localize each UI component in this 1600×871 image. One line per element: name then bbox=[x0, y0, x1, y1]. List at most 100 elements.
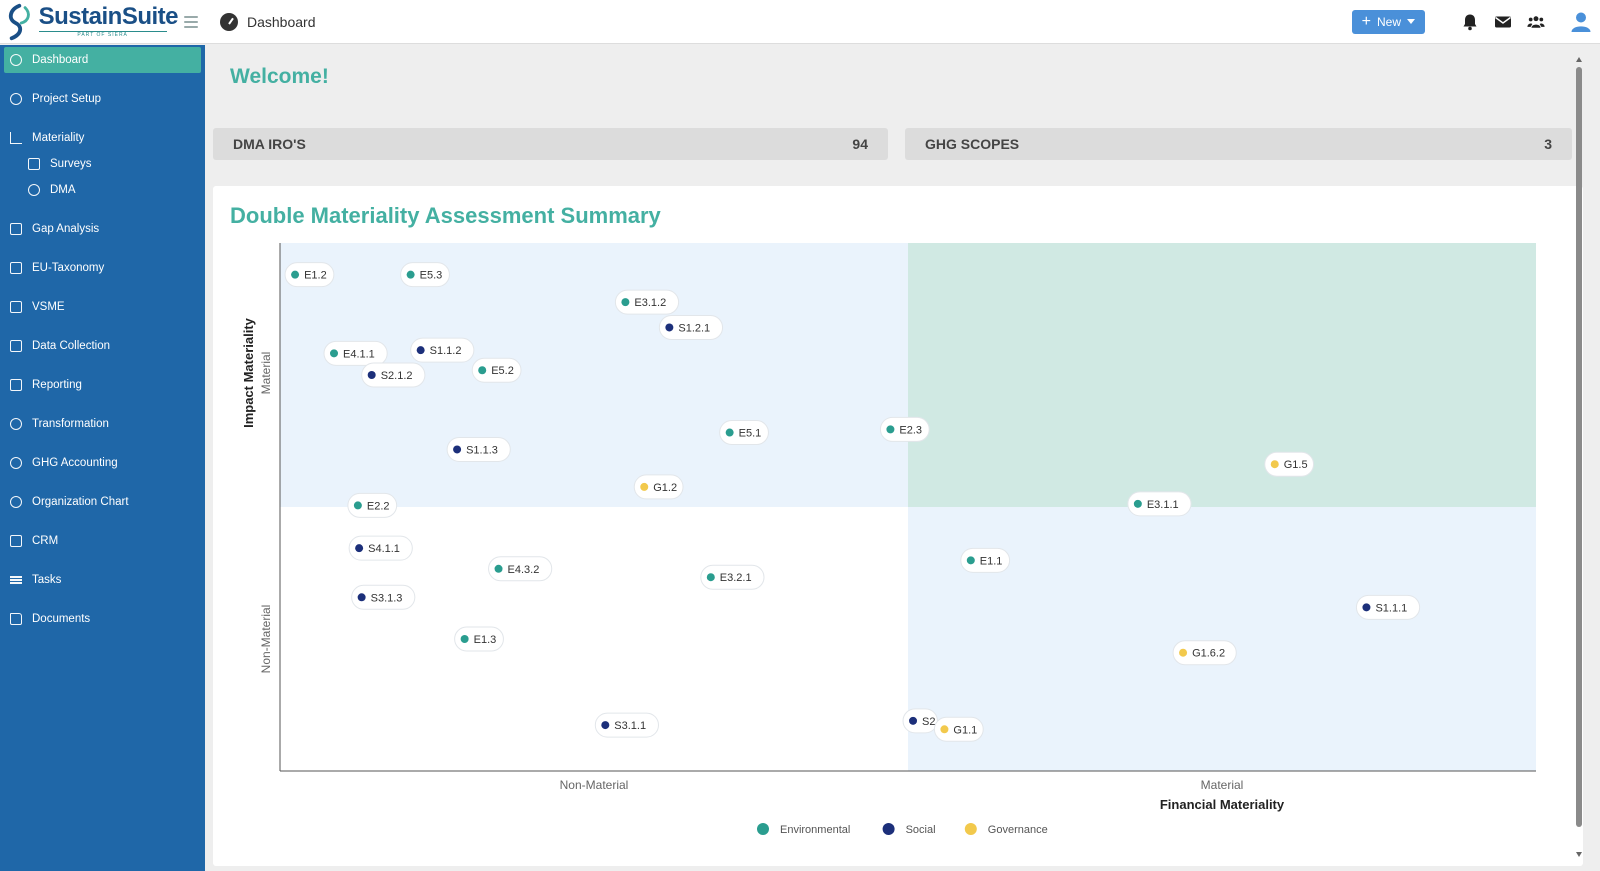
sidebar-item-transformation[interactable]: Transformation bbox=[0, 411, 205, 437]
data-point-pill bbox=[284, 262, 335, 288]
sidebar-item-reporting[interactable]: Reporting bbox=[0, 372, 205, 398]
sidebar-item-label: EU-Taxonomy bbox=[32, 262, 105, 274]
data-point-marker bbox=[601, 721, 610, 730]
data-point[interactable]: S1.1.1 bbox=[1355, 594, 1421, 620]
data-point-pill bbox=[719, 420, 769, 446]
sidebar-item-ghg-accounting[interactable]: GHG Accounting bbox=[0, 450, 205, 476]
sidebar-item-vsme[interactable]: VSME bbox=[0, 294, 205, 320]
legend-marker bbox=[964, 823, 977, 835]
data-point[interactable]: E2.2 bbox=[347, 492, 398, 518]
data-point-label: S2 bbox=[922, 716, 935, 728]
sidebar-item-label: DMA bbox=[50, 184, 76, 196]
list-icon bbox=[10, 574, 22, 586]
sidebar-item-gap-analysis[interactable]: Gap Analysis bbox=[0, 216, 205, 242]
data-point-marker bbox=[460, 635, 469, 643]
data-point[interactable]: S1.2.1 bbox=[658, 314, 724, 340]
data-point-marker bbox=[886, 425, 895, 434]
new-button[interactable]: + New bbox=[1351, 9, 1425, 34]
database-icon bbox=[10, 223, 22, 235]
data-point-pill bbox=[1172, 640, 1237, 666]
data-point-pill bbox=[351, 584, 416, 610]
y-tick-label: Material bbox=[259, 352, 273, 395]
mail-icon[interactable] bbox=[1492, 11, 1514, 33]
data-point[interactable]: E1.1 bbox=[960, 547, 1011, 573]
data-point-marker bbox=[330, 349, 339, 358]
data-point-pill bbox=[633, 474, 684, 500]
data-point-marker bbox=[940, 725, 949, 734]
sidebar-item-project-setup[interactable]: Project Setup bbox=[0, 86, 205, 112]
sidebar-item-materiality[interactable]: Materiality bbox=[0, 125, 205, 151]
data-point[interactable]: E5.2 bbox=[471, 357, 522, 383]
logo[interactable]: SustainSuite PART OF SIERA bbox=[0, 3, 179, 41]
data-point[interactable]: S3.1.3 bbox=[351, 584, 416, 610]
data-point-label: S1.1.2 bbox=[430, 345, 462, 357]
data-point[interactable]: E4.1.1 bbox=[323, 340, 388, 366]
data-point-label: E2.2 bbox=[367, 500, 390, 512]
vertical-scrollbar[interactable] bbox=[1574, 57, 1584, 857]
data-point-marker bbox=[1362, 603, 1371, 612]
sidebar-item-label: Tasks bbox=[32, 574, 62, 586]
scroll-up-icon[interactable] bbox=[1576, 57, 1582, 62]
data-point[interactable]: G1.1 bbox=[933, 716, 984, 742]
data-point-pill bbox=[614, 289, 680, 315]
data-point-pill bbox=[1355, 594, 1421, 620]
sidebar-item-tasks[interactable]: Tasks bbox=[0, 567, 205, 593]
data-point[interactable]: S2.1.2 bbox=[361, 362, 426, 388]
data-point[interactable]: S4.1.1 bbox=[348, 535, 413, 561]
data-point-marker bbox=[406, 270, 415, 279]
data-point-label: E1.3 bbox=[474, 634, 497, 646]
sidebar-item-surveys[interactable]: Surveys bbox=[0, 151, 205, 177]
data-point[interactable]: S1.1.2 bbox=[410, 337, 475, 363]
data-point[interactable]: S2 bbox=[902, 708, 938, 734]
data-point[interactable]: S1.1.3 bbox=[446, 436, 511, 462]
data-point[interactable]: E1.3 bbox=[454, 626, 504, 652]
refresh-icon bbox=[10, 418, 22, 430]
main-content: Welcome! DMA IRO'S 94 GHG SCOPES 3 Doubl… bbox=[205, 45, 1584, 871]
scroll-down-icon[interactable] bbox=[1576, 852, 1582, 857]
menu-toggle-icon[interactable] bbox=[184, 15, 198, 28]
users-icon[interactable] bbox=[1525, 11, 1547, 33]
scroll-thumb[interactable] bbox=[1576, 67, 1582, 827]
welcome-heading: Welcome! bbox=[230, 65, 329, 88]
chart-title: Double Materiality Assessment Summary bbox=[230, 203, 661, 228]
data-point-marker bbox=[291, 270, 300, 279]
bell-icon[interactable] bbox=[1459, 11, 1481, 33]
sidebar-item-organization-chart[interactable]: Organization Chart bbox=[0, 489, 205, 515]
data-point[interactable]: E5.3 bbox=[400, 262, 450, 288]
data-point[interactable]: E3.1.1 bbox=[1127, 491, 1192, 517]
sidebar-item-crm[interactable]: CRM bbox=[0, 528, 205, 554]
data-point[interactable]: E4.3.2 bbox=[488, 556, 553, 582]
sidebar-item-documents[interactable]: Documents bbox=[0, 606, 205, 632]
data-point-pill bbox=[488, 556, 553, 582]
sidebar-item-dashboard[interactable]: Dashboard bbox=[4, 47, 201, 73]
dashboard-icon bbox=[10, 54, 22, 66]
kpi-card-ghg-scopes[interactable]: GHG SCOPES 3 bbox=[905, 128, 1572, 160]
data-point[interactable]: E1.2 bbox=[284, 262, 335, 288]
data-point[interactable]: E3.2.1 bbox=[700, 564, 765, 590]
logo-name: SustainSuite bbox=[38, 3, 179, 30]
data-point[interactable]: E2.3 bbox=[879, 416, 930, 442]
data-point-marker bbox=[1133, 499, 1142, 508]
sidebar-item-data-collection[interactable]: Data Collection bbox=[0, 333, 205, 359]
data-point-marker bbox=[453, 445, 462, 454]
data-point-label: G1.5 bbox=[1284, 459, 1308, 471]
user-icon[interactable] bbox=[1570, 11, 1592, 33]
sidebar-item-eu-taxonomy[interactable]: EU-Taxonomy bbox=[0, 255, 205, 281]
data-point[interactable]: G1.6.2 bbox=[1172, 640, 1237, 666]
chart-line-icon bbox=[10, 132, 22, 144]
plus-icon: + bbox=[1361, 12, 1371, 30]
data-point[interactable]: E3.1.2 bbox=[614, 289, 680, 315]
data-point-label: G1.6.2 bbox=[1192, 648, 1225, 660]
data-point-pill bbox=[323, 340, 388, 366]
data-point-pill bbox=[658, 314, 724, 340]
data-point-label: E3.1.2 bbox=[634, 297, 666, 309]
sidebar: Dashboard Project Setup Materiality Surv… bbox=[0, 45, 205, 871]
sidebar-item-dma[interactable]: DMA bbox=[0, 177, 205, 203]
data-point[interactable]: E5.1 bbox=[719, 420, 769, 446]
kpi-card-dma-iros[interactable]: DMA IRO'S 94 bbox=[213, 128, 888, 160]
data-point[interactable]: G1.5 bbox=[1264, 451, 1315, 477]
data-point[interactable]: S3.1.1 bbox=[594, 712, 660, 738]
data-point[interactable]: G1.2 bbox=[633, 474, 684, 500]
data-point-pill bbox=[960, 547, 1011, 573]
data-point-label: S1.1.3 bbox=[466, 444, 498, 456]
